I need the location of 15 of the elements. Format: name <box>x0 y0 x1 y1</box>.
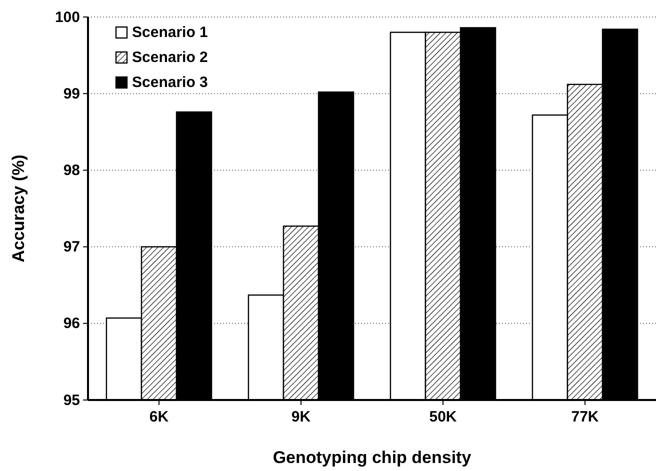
y-tick-label: 99 <box>63 85 80 102</box>
legend-label: Scenario 3 <box>132 74 208 91</box>
x-tick-label: 9K <box>291 408 311 426</box>
x-tick-label: 6K <box>149 408 169 426</box>
y-tick-label: 96 <box>63 315 80 332</box>
y-tick-label: 100 <box>54 8 80 26</box>
legend-label: Scenario 2 <box>132 49 208 66</box>
x-tick-label: 77K <box>571 408 599 426</box>
x-axis-title: Genotyping chip density <box>272 448 472 467</box>
y-tick-label: 97 <box>63 238 80 256</box>
legend-label: Scenario 1 <box>132 24 208 41</box>
y-axis-title: Accuracy (%) <box>9 154 28 262</box>
y-tick-label: 98 <box>63 162 80 179</box>
y-tick-label: 95 <box>63 392 80 409</box>
x-tick-label: 50K <box>429 408 457 426</box>
